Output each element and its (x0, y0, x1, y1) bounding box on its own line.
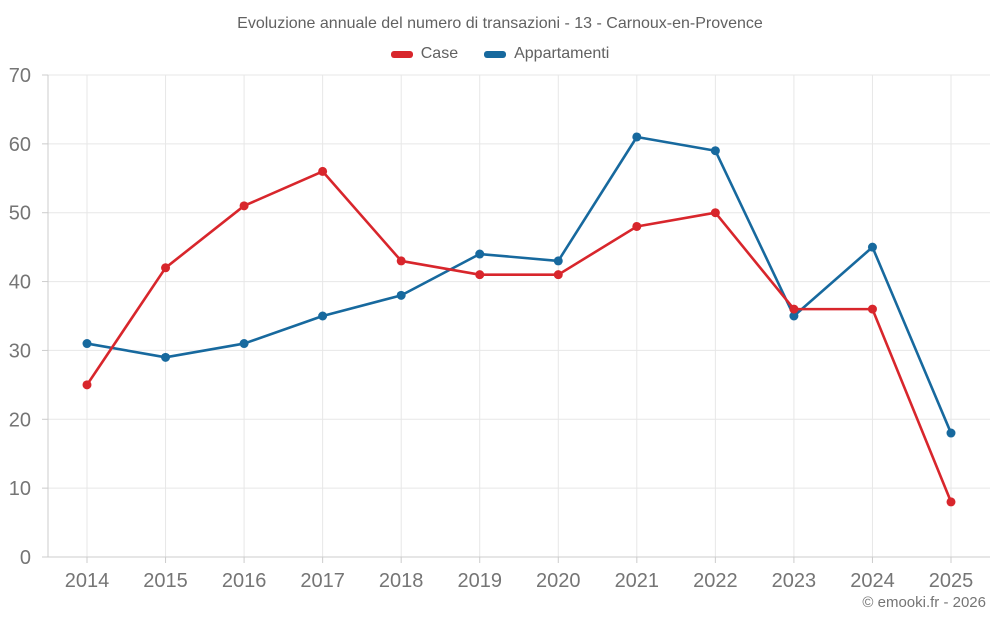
legend-label-case: Case (420, 45, 459, 62)
copyright-footer: © emooki.fr - 2026 (862, 594, 986, 611)
data-point-case[interactable] (553, 270, 563, 280)
data-point-appartamenti[interactable] (161, 352, 171, 362)
x-axis-label: 2015 (143, 570, 188, 592)
data-point-appartamenti[interactable] (789, 311, 799, 321)
legend-label-appartamenti: Appartamenti (514, 45, 610, 62)
data-point-case[interactable] (239, 201, 249, 211)
data-point-case[interactable] (318, 166, 328, 176)
chart-legend: Case Appartamenti (0, 45, 1000, 63)
data-point-case[interactable] (161, 263, 171, 273)
x-axis-label: 2019 (457, 570, 502, 592)
y-axis-label: 20 (9, 409, 31, 431)
x-axis-label: 2014 (65, 570, 110, 592)
data-point-case[interactable] (396, 256, 406, 266)
data-point-case[interactable] (475, 270, 485, 280)
legend-marker-case-icon (390, 50, 413, 58)
y-axis-label: 10 (9, 478, 31, 500)
series-line-appartamenti (85, 135, 953, 435)
x-axis-label: 2016 (222, 570, 267, 592)
legend-marker-appartamenti-icon (484, 50, 507, 58)
chart-title: Evoluzione annuale del numero di transaz… (237, 15, 763, 32)
x-axis-label: 2023 (772, 570, 817, 592)
y-axis-label: 30 (9, 340, 31, 362)
x-axis-label: 2017 (300, 570, 345, 592)
data-point-appartamenti[interactable] (475, 249, 485, 259)
data-point-appartamenti[interactable] (318, 311, 328, 321)
data-point-appartamenti[interactable] (867, 242, 877, 252)
legend-item-appartamenti[interactable]: Appartamenti (484, 45, 609, 63)
y-axis-label: 50 (9, 203, 31, 225)
x-axis-label: 2021 (615, 570, 660, 592)
series-line-case (85, 170, 953, 504)
x-axis-label: 2025 (929, 570, 974, 592)
data-point-appartamenti[interactable] (632, 132, 642, 142)
x-axis-label: 2020 (536, 570, 581, 592)
y-axis-label: 70 (9, 65, 31, 87)
data-point-case[interactable] (789, 304, 799, 314)
data-point-case[interactable] (867, 304, 877, 314)
data-point-case[interactable] (946, 497, 956, 507)
data-point-appartamenti[interactable] (82, 339, 92, 349)
data-point-case[interactable] (82, 380, 92, 390)
data-point-appartamenti[interactable] (239, 339, 249, 349)
y-axis-label: 0 (20, 547, 31, 569)
x-axis-label: 2024 (850, 570, 895, 592)
data-point-appartamenti[interactable] (710, 146, 720, 156)
data-point-appartamenti[interactable] (553, 256, 563, 266)
y-axis-label: 60 (9, 134, 31, 156)
data-point-appartamenti[interactable] (946, 428, 956, 438)
legend-item-case[interactable]: Case (390, 45, 459, 63)
data-point-case[interactable] (710, 208, 720, 218)
x-axis-label: 2022 (693, 570, 738, 592)
data-point-appartamenti[interactable] (396, 290, 406, 300)
y-axis-label: 40 (9, 272, 31, 294)
x-axis-label: 2018 (379, 570, 424, 592)
data-point-case[interactable] (632, 221, 642, 231)
